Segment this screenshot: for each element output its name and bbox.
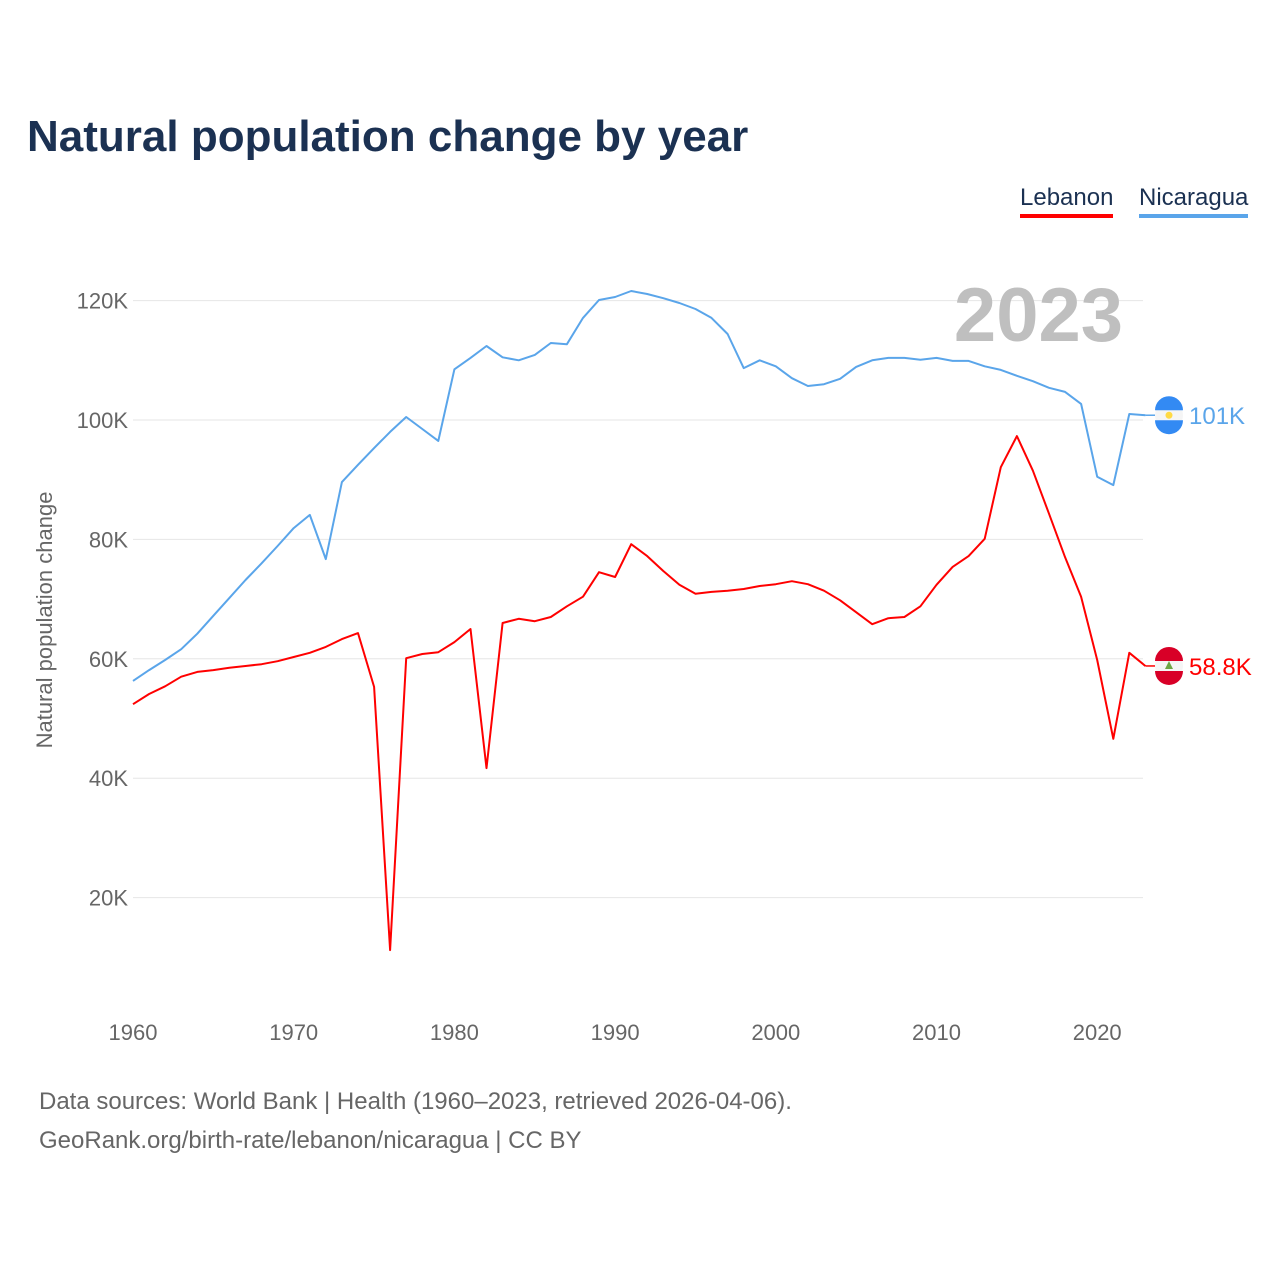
y-tick-label: 80K	[89, 527, 128, 552]
y-tick-label: 40K	[89, 766, 128, 791]
flag-stripe	[1155, 420, 1183, 435]
y-tick-label: 100K	[77, 408, 129, 433]
flag-stripe	[1155, 646, 1183, 661]
chart-title: Natural population change by year	[27, 112, 749, 161]
y-tick-label: 20K	[89, 886, 128, 911]
x-tick-label: 2010	[912, 1020, 961, 1045]
footer-credit: GeoRank.org/birth-rate/lebanon/nicaragua…	[39, 1127, 582, 1154]
series-line-nicaragua	[132, 290, 1146, 682]
end-value-label: 101K	[1189, 403, 1245, 430]
nicaragua-flag-icon	[1155, 396, 1183, 435]
series-line-lebanon	[132, 435, 1147, 952]
y-tick-label: 120K	[77, 289, 129, 314]
y-axis-label: Natural population change	[32, 492, 57, 749]
x-tick-label: 2000	[751, 1020, 800, 1045]
x-tick-label: 1960	[109, 1020, 158, 1045]
x-tick-label: 1990	[591, 1020, 640, 1045]
y-tick-label: 60K	[89, 647, 128, 672]
flag-stripe	[1155, 396, 1183, 411]
end-value-label: 58.8K	[1189, 654, 1252, 681]
footer-sources: Data sources: World Bank | Health (1960–…	[39, 1088, 792, 1115]
year-watermark: 2023	[954, 273, 1123, 358]
x-tick-label: 1970	[269, 1020, 318, 1045]
flag-stripe	[1155, 670, 1183, 685]
legend-item-lebanon[interactable]: Lebanon	[1020, 184, 1114, 218]
legend-item-nicaragua[interactable]: Nicaragua	[1139, 184, 1249, 218]
lebanon-flag-icon	[1155, 646, 1183, 685]
x-tick-label: 1980	[430, 1020, 479, 1045]
cedar-icon	[1165, 660, 1173, 669]
x-tick-label: 2020	[1073, 1020, 1122, 1045]
line-chart: 20K 40K 60K 80K 100K 120K 1960 1970 1980 1990 2000…	[32, 273, 1252, 1045]
emblem-icon	[1165, 411, 1173, 419]
